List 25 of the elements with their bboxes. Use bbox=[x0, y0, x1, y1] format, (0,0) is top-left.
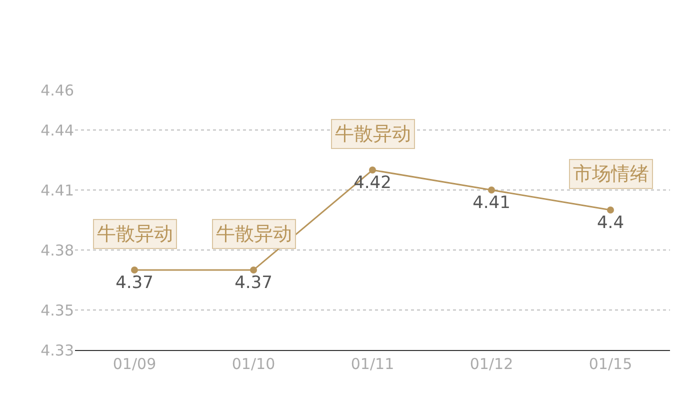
annotation: 牛散异动 bbox=[335, 123, 411, 145]
annotation: 牛散异动 bbox=[216, 223, 292, 245]
y-tick-label: 4.46 bbox=[40, 81, 74, 100]
x-tick-label: 01/12 bbox=[470, 355, 514, 373]
annotation: 市场情绪 bbox=[573, 163, 649, 185]
annotation: 牛散异动 bbox=[97, 223, 173, 245]
point bbox=[250, 266, 257, 274]
data-label: 4.41 bbox=[472, 193, 510, 214]
point bbox=[607, 206, 614, 214]
point bbox=[131, 266, 138, 274]
data-label: 4.37 bbox=[234, 273, 272, 294]
x-tick-label: 01/15 bbox=[588, 355, 632, 373]
y-tick-label: 4.41 bbox=[40, 181, 74, 200]
x-tick-label: 01/09 bbox=[112, 355, 156, 373]
y-tick-label: 4.35 bbox=[40, 301, 74, 320]
y-tick-label: 4.38 bbox=[40, 241, 74, 260]
data-label: 4.4 bbox=[596, 213, 624, 234]
point bbox=[488, 186, 495, 194]
data-label: 4.37 bbox=[116, 273, 154, 294]
y-tick-label: 4.44 bbox=[40, 121, 74, 140]
point bbox=[369, 166, 376, 174]
data-label: 4.42 bbox=[354, 173, 392, 194]
x-tick-label: 01/11 bbox=[350, 355, 394, 373]
y-tick-label: 4.33 bbox=[40, 341, 74, 360]
x-tick-label: 01/10 bbox=[232, 355, 276, 373]
